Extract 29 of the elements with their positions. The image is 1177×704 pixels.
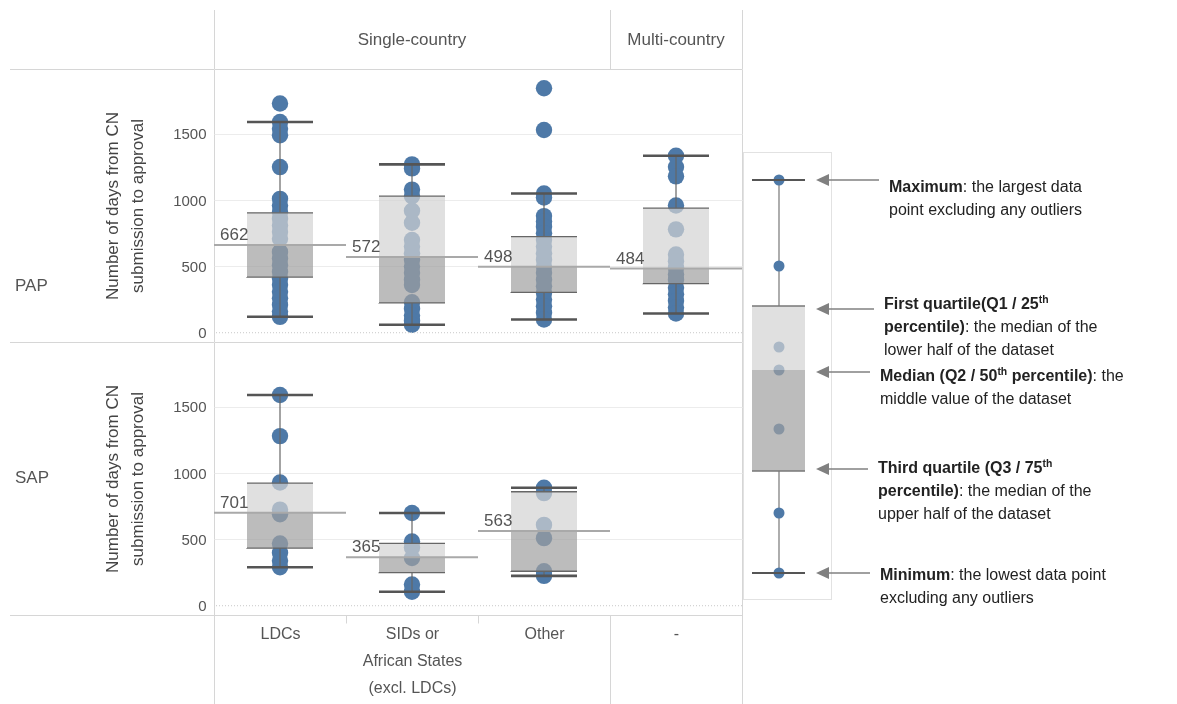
annotation: 484 [616, 248, 645, 268]
y-tick-label: 1000 [173, 191, 207, 209]
x-tick-label: SIDs or African States (excl. LDCs) [362, 624, 463, 696]
text: Single-country [357, 30, 467, 50]
y-tick-label: 1000 [173, 464, 207, 482]
text: Median (Q2 / 50$^{th}$ percentile): the middle value of the dataset [880, 365, 1124, 407]
y-tick-label: 1500 [173, 125, 207, 143]
y-tick-label: 500 [181, 257, 207, 275]
text: Minimum: the lowest data point excluding any outliers [880, 565, 1107, 608]
y-tick-label: 0 [198, 597, 207, 615]
y-tick-label: 0 [198, 324, 207, 342]
annotation: 563 [484, 511, 513, 531]
text: Third quartile (Q3 / 75$^{th}$ percentile): the median of the upper half of the dataset [878, 457, 1092, 522]
text: Multi-country [627, 30, 725, 50]
annotation: 662 [220, 224, 249, 244]
y-tick-label: 1500 [173, 398, 207, 416]
annotation: 365 [352, 537, 381, 557]
x-tick-label: - [673, 624, 680, 642]
x-tick-label: Other [524, 624, 566, 642]
annotation: 498 [484, 246, 513, 266]
annotation: 701 [220, 492, 249, 512]
annotation: 572 [352, 236, 381, 256]
text: SAP [15, 468, 50, 488]
y-axis-title: Number of days from CN submission to approval [103, 112, 148, 300]
y-tick-label: 500 [181, 530, 207, 548]
text: PAP [15, 276, 48, 296]
y-axis-title: Number of days from CN submission to approval [103, 385, 148, 573]
text: Maximum: the largest data point excluding any outliers [889, 177, 1083, 220]
x-tick-label: LDCs [260, 624, 301, 642]
